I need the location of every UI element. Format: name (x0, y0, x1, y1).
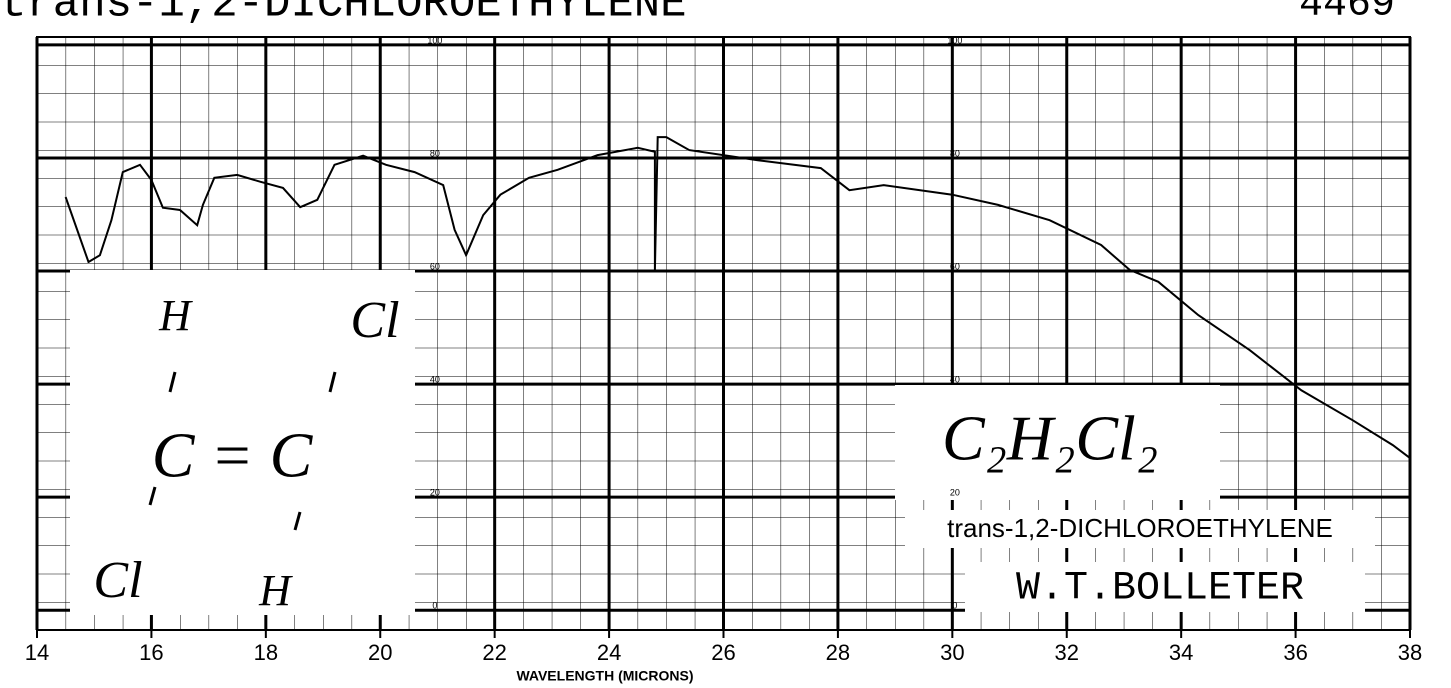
x-tick-label: 26 (711, 640, 735, 665)
y-tick-label: 0 (952, 601, 957, 611)
y-tick-label: 0 (432, 601, 437, 611)
y-tick-label: 20 (430, 488, 440, 498)
chart-title: trans-1,2-DICHLOROETHYLENE (0, 0, 687, 30)
y-tick-label: 40 (430, 374, 440, 384)
annotation: Cl (93, 552, 142, 609)
formula-box (895, 385, 1220, 500)
x-tick-label: 38 (1398, 640, 1422, 665)
structure-box (70, 270, 415, 615)
annotation: H (158, 291, 193, 340)
y-tick-label: 40 (950, 374, 960, 384)
y-tick-label: 80 (430, 148, 440, 158)
author-box (965, 562, 1365, 612)
y-tick-label: 80 (950, 148, 960, 158)
x-tick-label: 34 (1169, 640, 1193, 665)
x-tick-label: 22 (482, 640, 506, 665)
y-tick-label: 60 (430, 261, 440, 271)
y-tick-label: 60 (950, 261, 960, 271)
x-tick-label: 24 (597, 640, 621, 665)
x-tick-label: 32 (1055, 640, 1079, 665)
x-axis-label: WAVELENGTH (MICRONS) (516, 668, 693, 684)
bond-lines (148, 371, 337, 531)
x-tick-label: 16 (139, 640, 163, 665)
y-tick-label: 100 (947, 35, 962, 45)
x-tick-label: 18 (254, 640, 278, 665)
annotation: Cl (350, 292, 399, 349)
x-tick-label: 28 (826, 640, 850, 665)
author: W.T.BOLLETER (1016, 567, 1304, 612)
y-tick-label: 20 (950, 488, 960, 498)
x-tick-label: 30 (940, 640, 964, 665)
compound-name: trans-1,2-DICHLOROETHYLENE (947, 513, 1333, 543)
annotation: H (258, 566, 293, 615)
x-tick-label: 20 (368, 640, 392, 665)
x-tick-label: 36 (1283, 640, 1307, 665)
formula: C₂H₂Cl₂ (942, 403, 1158, 474)
annotation: C = C (152, 420, 314, 491)
x-tick-label: 14 (25, 640, 49, 665)
name-box (905, 510, 1375, 548)
y-tick-label: 100 (427, 35, 442, 45)
chart-number: 4469 (1299, 0, 1395, 28)
spectrum-line (64, 136, 1411, 459)
